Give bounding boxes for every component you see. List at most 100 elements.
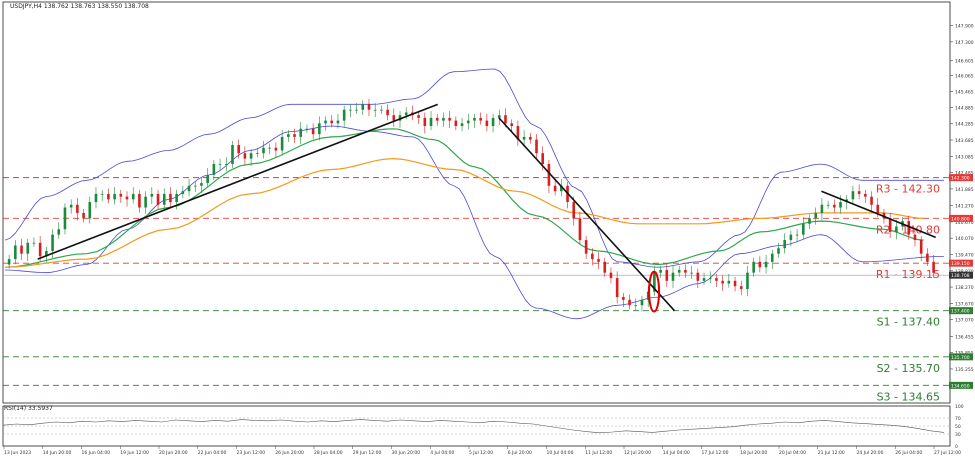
candle-body <box>857 191 861 194</box>
candle-body <box>460 123 464 127</box>
candle-body <box>169 193 172 203</box>
candle-body <box>628 299 631 306</box>
candle-body <box>640 299 644 306</box>
candle-body <box>150 193 154 197</box>
candle-body <box>696 272 700 281</box>
level-label: R1 - 139.15 <box>876 268 940 281</box>
reversal-marker-ellipse <box>648 270 661 313</box>
candle-body <box>318 123 321 135</box>
candle-body <box>26 242 30 254</box>
candle-body <box>107 193 110 200</box>
y-tick-label: 145.465 <box>955 90 974 96</box>
rsi-y-tick-label: 30 <box>955 432 961 438</box>
y-tick-label: 140.070 <box>955 236 974 242</box>
candle-body <box>380 109 383 111</box>
rsi-y-tick-label: 50 <box>955 424 961 430</box>
candle-body <box>572 202 576 219</box>
candle-body <box>560 185 563 192</box>
level-label: S3 - 134.65 <box>877 390 940 403</box>
y-tick-label: 140.670 <box>955 220 974 226</box>
candle-body <box>76 204 79 213</box>
level-price-tag <box>949 353 973 361</box>
candle-body <box>578 218 582 241</box>
level-price-tag <box>949 174 973 182</box>
candle-body <box>864 193 867 197</box>
x-tick-label: 19 Jun 12:00 <box>120 450 149 456</box>
candle-body <box>795 234 799 236</box>
candle-body <box>870 196 873 205</box>
y-tick-label: 147.900 <box>955 24 974 30</box>
candle-body <box>733 280 737 287</box>
candle-body <box>541 153 545 165</box>
candle-body <box>181 191 185 194</box>
candle-body <box>758 261 762 268</box>
y-tick-label: 141.885 <box>955 187 974 193</box>
rsi-header: RSI(14) 33.5937 <box>4 405 53 412</box>
candle-body <box>739 286 743 289</box>
candle-body <box>808 218 811 224</box>
y-tick-label: 137.070 <box>955 318 974 324</box>
candle-body <box>212 164 216 175</box>
y-tick-label: 143.685 <box>955 138 974 144</box>
candle-body <box>398 115 402 121</box>
x-tick-label: 14 Jun 20:00 <box>43 450 72 456</box>
candle-body <box>690 272 693 274</box>
rsi-y-tick-label: 70 <box>955 416 961 422</box>
candle-body <box>677 269 681 273</box>
rsi-panel: 100 70 50 30 0 <box>2 404 964 450</box>
candle-body <box>138 193 141 208</box>
symbol-header: USDJPY,H4 138.762 138.763 138.550 138.70… <box>10 3 149 10</box>
candle-body <box>833 204 836 208</box>
x-tick-label: 21 Jul 12:00 <box>818 450 845 456</box>
candle-body <box>237 145 240 154</box>
candle-body <box>119 193 123 197</box>
candle-body <box>622 297 625 300</box>
candle-body <box>262 147 265 154</box>
x-tick-label: 11 Jul 12:00 <box>585 450 612 456</box>
level-label: S2 - 135.70 <box>877 362 940 375</box>
candle-body <box>684 269 687 273</box>
candle-body <box>423 117 427 127</box>
candle-body <box>715 278 718 281</box>
candle-body <box>473 117 476 121</box>
x-tick-label: 17 Jul 12:00 <box>702 450 729 456</box>
candle-body <box>305 128 309 130</box>
x-tick-label: 10 Jul 04:00 <box>547 450 574 456</box>
main-price-panel: 147.900 147.300 146.605 146.065 145.465 144.8… <box>2 1 974 404</box>
candle-body <box>131 193 135 200</box>
candle-body <box>386 109 389 116</box>
rsi-y-tick-label: 0 <box>955 444 958 450</box>
y-tick-label: 146.065 <box>955 73 974 79</box>
candle-body <box>547 164 551 186</box>
candle-body <box>591 253 594 260</box>
x-tick-label: 18 Jul 20:00 <box>740 450 767 456</box>
candle-body <box>45 250 48 257</box>
candle-body <box>361 104 365 110</box>
candle-body <box>839 202 842 208</box>
x-tick-label: 30 Jun 20:00 <box>392 450 421 456</box>
candle-body <box>57 229 61 235</box>
candle-body <box>218 164 222 165</box>
x-tick-label: 24 Jul 20:00 <box>857 450 884 456</box>
x-tick-label: 23 Jun 12:00 <box>237 450 266 456</box>
level-price-tag-text: 137.400 <box>951 309 970 315</box>
trendline <box>37 103 439 260</box>
level-price-tag-text: 140.800 <box>951 216 970 222</box>
candle-body <box>144 196 147 208</box>
y-tick-label: 136.455 <box>955 334 974 340</box>
x-tick-label: 20 Jul 04:00 <box>779 450 806 456</box>
candle-body <box>820 204 824 213</box>
candle-body <box>615 278 619 298</box>
candle-body <box>330 120 334 124</box>
y-tick-label: 138.270 <box>955 285 974 291</box>
candle-body <box>249 153 253 159</box>
indicator-ma_slow <box>4 157 924 268</box>
candle-body <box>7 259 11 265</box>
candle-body <box>801 223 805 235</box>
candle-body <box>14 245 17 260</box>
y-tick-label: 139.470 <box>955 252 974 258</box>
price-panel-border <box>2 1 951 404</box>
candle-body <box>231 145 234 165</box>
candle-body <box>243 153 247 159</box>
